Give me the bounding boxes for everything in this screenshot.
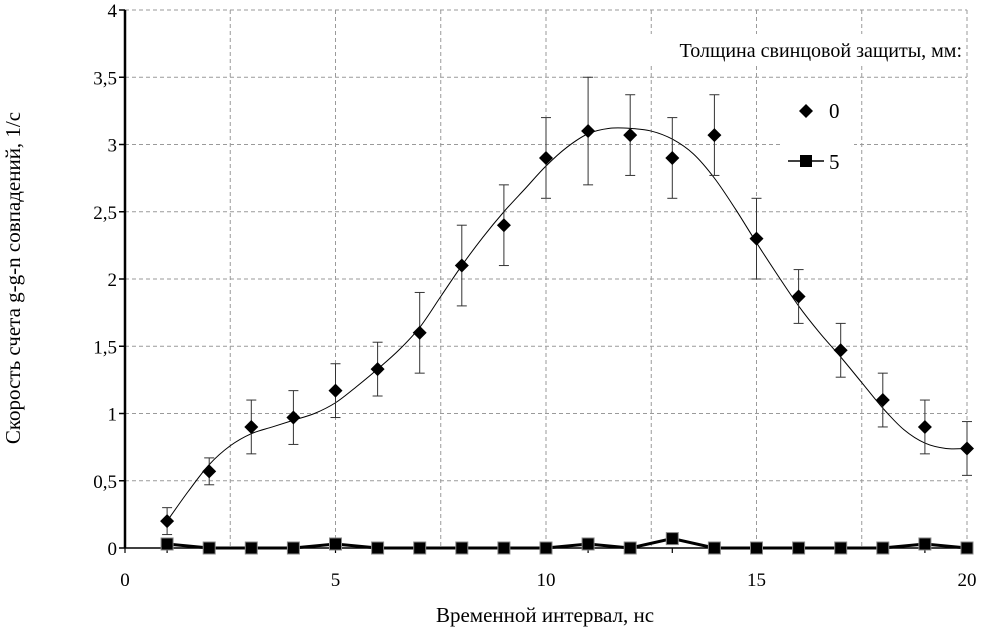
y-axis-title: Скорость счета g-g-n совпадений, 1/с [1,112,25,444]
data-point-diamond [749,231,764,246]
x-tick-label: 15 [747,570,766,591]
data-point-square [960,541,974,555]
data-point-diamond [960,441,974,456]
data-point-square [834,541,848,555]
y-tick-label: 2 [108,270,118,291]
axes [119,9,968,553]
y-tick-label: 1 [108,405,118,426]
x-tick-label: 5 [331,570,341,591]
legend-marker-square [800,155,812,167]
data-points [160,124,974,555]
legend-title: Толщина свинцовой защиты, мм: [680,40,962,62]
x-tick-label: 20 [958,570,977,591]
data-point-square [497,541,511,555]
y-tick-label: 4 [108,1,118,22]
y-tick-label: 1,5 [93,337,117,358]
data-point-square [286,541,300,555]
data-point-square [202,541,216,555]
data-point-square [581,537,595,551]
data-point-diamond [917,419,932,434]
data-point-square [539,541,553,555]
data-point-square [413,541,427,555]
data-point-square [665,532,679,546]
gridlines [125,9,968,548]
data-point-square [918,537,932,551]
data-point-square [750,541,763,555]
data-point-diamond [328,383,343,398]
legend: Толщина свинцовой защиты, мм: 0 5 [612,34,964,180]
data-point-diamond [412,325,427,340]
data-point-diamond [833,343,848,358]
legend-title-background [612,34,964,64]
fit-curves [166,127,968,550]
data-point-square [792,541,806,555]
data-point-square [244,541,258,555]
legend-entries-background [782,94,854,180]
data-point-diamond [791,289,806,304]
data-point-diamond [496,218,511,233]
data-point-square [876,541,890,555]
data-point-diamond [202,464,217,479]
data-point-square [623,541,637,555]
series-line-5 [166,537,968,550]
data-point-diamond [160,514,175,529]
y-tick-label: 3 [108,136,118,157]
y-tick-label: 3,5 [93,68,117,89]
data-point-diamond [623,128,638,143]
y-tick-label: 2,5 [93,203,117,224]
legend-marker-diamond [799,104,813,118]
data-point-diamond [539,150,553,165]
data-point-square [160,537,174,551]
data-point-diamond [370,362,385,377]
data-point-diamond [581,124,596,139]
x-tick-labels: 0 5 10 15 20 [120,570,976,591]
y-tick-labels: 0 0,5 1 1,5 2 2,5 3 3,5 4 [93,1,117,560]
data-point-diamond [244,419,259,434]
data-point-square [455,541,469,555]
fit-curve-series-0 [166,127,968,522]
legend-label-0: 0 [829,99,840,123]
x-tick-label: 10 [537,570,556,591]
data-point-square [707,541,721,555]
data-point-diamond [875,393,890,408]
legend-label-5: 5 [829,150,840,174]
data-point-diamond [286,410,301,425]
data-point-diamond [454,258,469,273]
x-tick-label: 0 [120,570,130,591]
data-point-square [371,541,385,555]
data-point-diamond [707,128,722,143]
data-point-square [329,537,342,551]
x-axis-title: Временной интервал, нс [436,603,654,627]
y-tick-label: 0,5 [93,472,117,493]
data-point-diamond [665,150,680,165]
y-tick-label: 0 [108,539,118,560]
